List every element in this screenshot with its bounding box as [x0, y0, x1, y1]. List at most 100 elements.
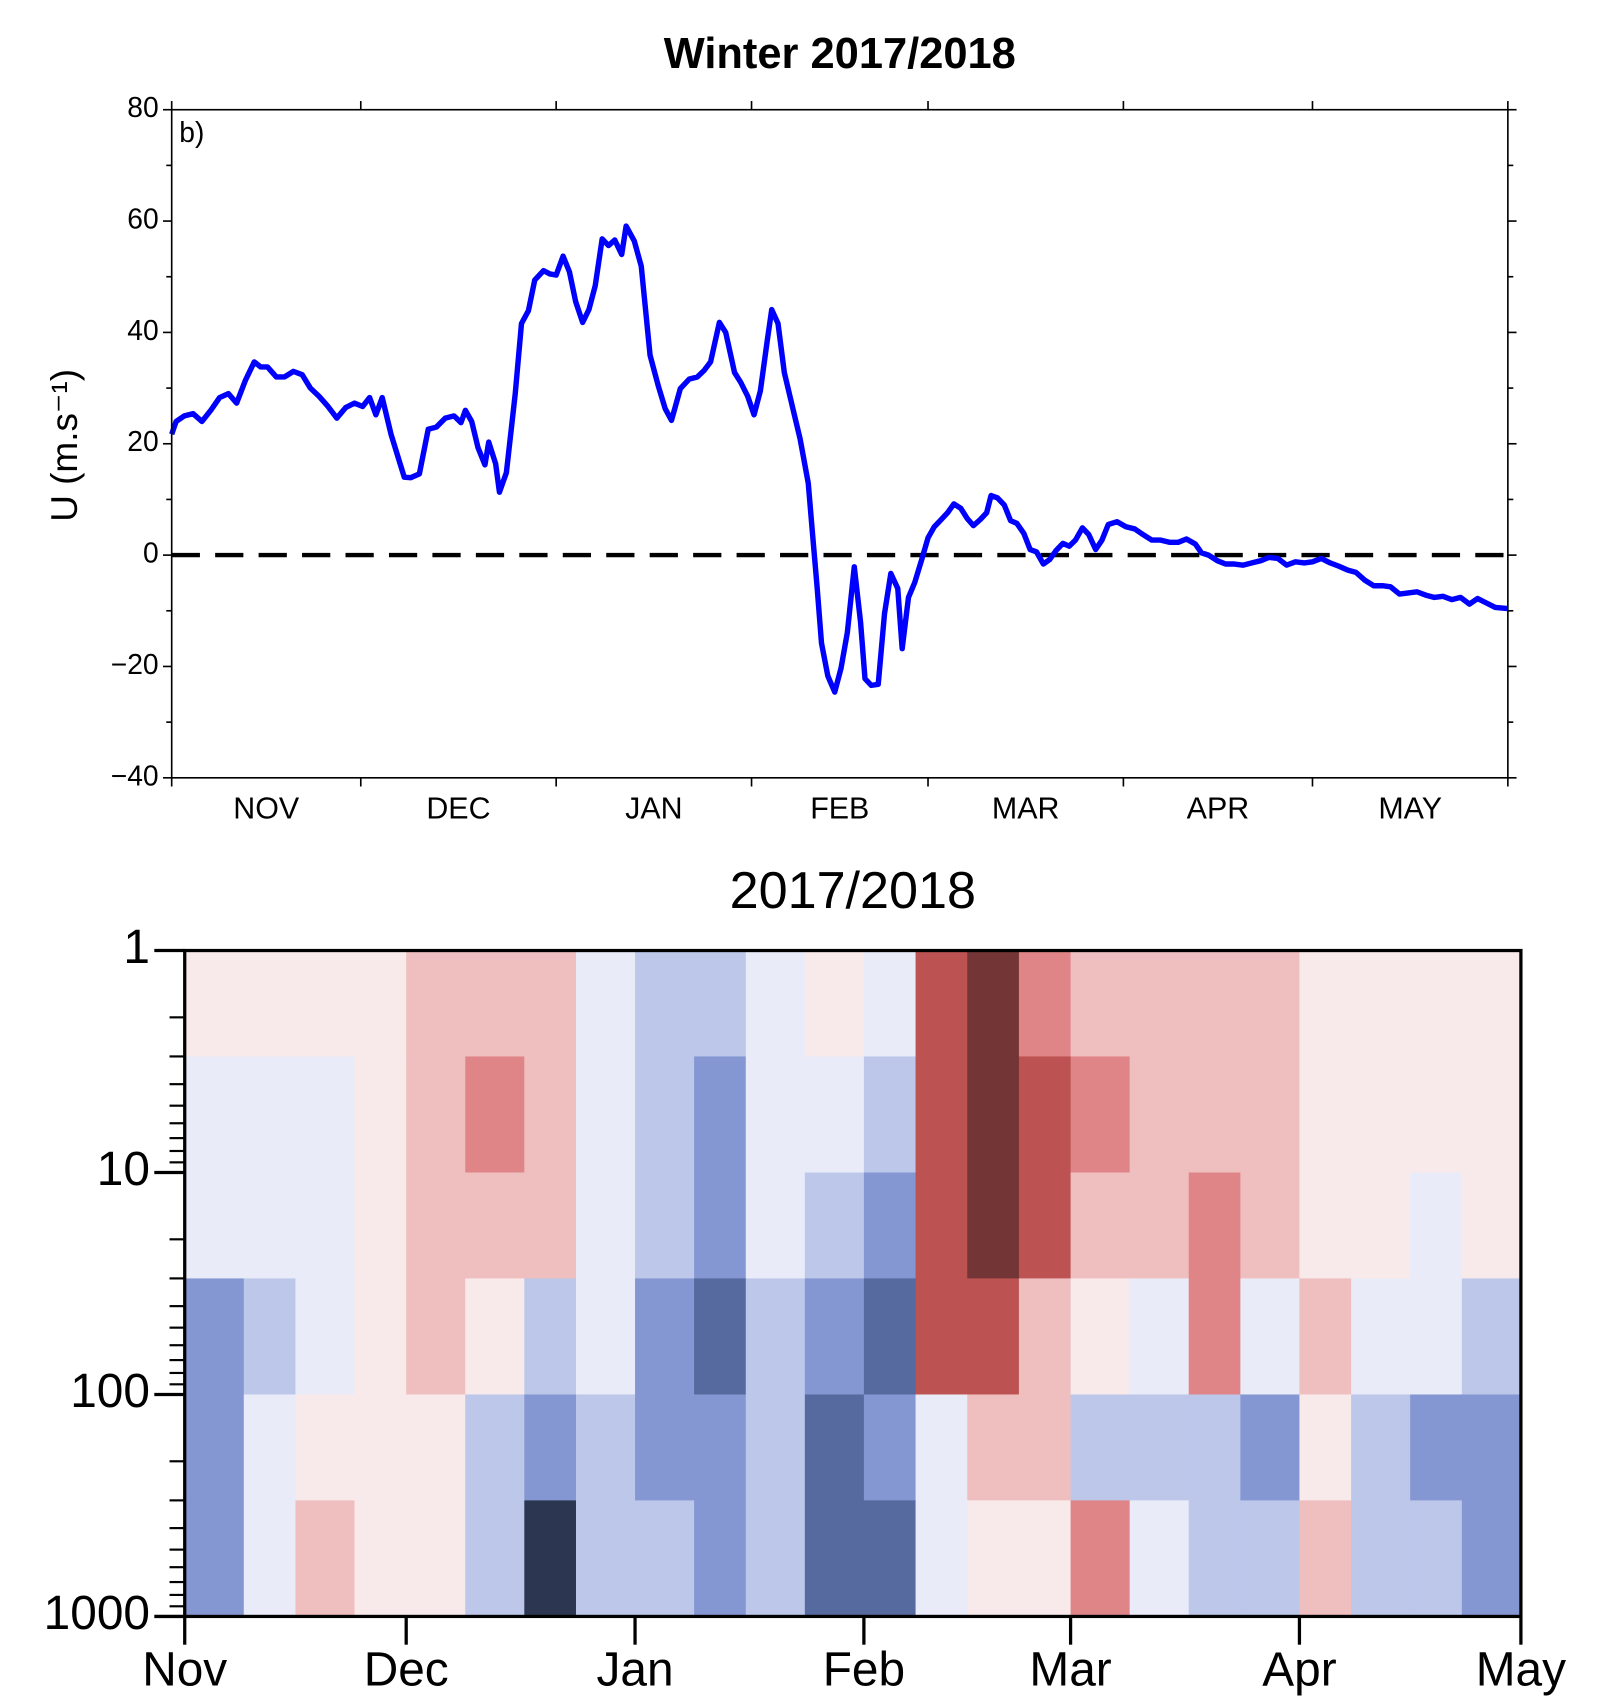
- contour-cell: [863, 1172, 917, 1279]
- contour-cell: [694, 1394, 747, 1501]
- contour-cell: [184, 1394, 245, 1501]
- contour-cell: [465, 1500, 525, 1617]
- contour-cell: [295, 950, 356, 1057]
- contour-cell: [575, 1278, 636, 1396]
- contour-cell: [465, 1278, 525, 1396]
- contour-cell: [575, 950, 636, 1057]
- x-tick-label: May: [1476, 1644, 1566, 1697]
- contour-cell: [915, 1172, 968, 1279]
- y-tick-label: 1000: [44, 1587, 150, 1640]
- contour-cell: [354, 950, 407, 1057]
- contour-cell: [1240, 1394, 1300, 1501]
- contour-cell: [863, 1278, 917, 1396]
- contour-cell: [1299, 1056, 1352, 1174]
- contour-cell: [804, 1278, 865, 1396]
- contour-cell: [1410, 1500, 1463, 1617]
- contour-cell: [915, 1278, 968, 1396]
- contour-cell: [184, 1500, 245, 1617]
- panel-label: b): [179, 116, 204, 148]
- contour-cell: [915, 1500, 968, 1617]
- contour-cell: [524, 1500, 577, 1617]
- contour-cell: [295, 1278, 356, 1396]
- contour-cell: [465, 950, 525, 1057]
- contour-cell: [1018, 1394, 1072, 1501]
- contour-cell: [1070, 1172, 1131, 1279]
- contour-cell: [465, 1056, 525, 1174]
- contour-cell: [1240, 1056, 1300, 1174]
- contour-cell: [915, 1056, 968, 1174]
- x-tick-label: DEC: [426, 791, 490, 825]
- contour-cell: [804, 1056, 865, 1174]
- contour-cell: [354, 1172, 407, 1279]
- x-tick-label: MAY: [1378, 791, 1442, 825]
- contour-cell: [635, 1278, 695, 1396]
- contour-cell: [1188, 1500, 1241, 1617]
- contour-cell: [524, 1278, 577, 1396]
- contour-cell: [745, 950, 806, 1057]
- contour-cell: [694, 1172, 747, 1279]
- contour-cell: [1018, 1500, 1072, 1617]
- contour-cell: [1351, 1500, 1411, 1617]
- contour-cell: [745, 1500, 806, 1617]
- contour-cell: [184, 1172, 245, 1279]
- contour-cell: [1129, 950, 1190, 1057]
- x-tick-label: Jan: [597, 1644, 674, 1697]
- contour-cell: [694, 950, 747, 1057]
- contour-cell: [354, 1394, 407, 1501]
- contour-cell: [1188, 950, 1241, 1057]
- contour-cell: [406, 1172, 466, 1279]
- contour-cell: [465, 1172, 525, 1279]
- x-tick-label: NOV: [233, 791, 300, 825]
- contour-cell: [804, 950, 865, 1057]
- contour-cell: [1240, 1278, 1300, 1396]
- contour-cell: [635, 1500, 695, 1617]
- contour-cell: [1351, 950, 1411, 1057]
- x-tick-label: Feb: [823, 1644, 905, 1697]
- contour-cell: [1351, 1056, 1411, 1174]
- x-tick-label: JAN: [625, 791, 682, 825]
- contour-cell: [1018, 1172, 1072, 1279]
- contour-cell: [243, 1500, 297, 1617]
- x-tick-label: FEB: [810, 791, 869, 825]
- x-tick-label: Nov: [142, 1644, 227, 1697]
- contour-cell: [243, 1394, 297, 1501]
- x-tick-label: Mar: [1029, 1644, 1111, 1697]
- contour-cell: [915, 950, 968, 1057]
- contour-cell: [295, 1172, 356, 1279]
- contour-cell: [243, 1056, 297, 1174]
- contour-cell: [1351, 1278, 1411, 1396]
- contour-cell: [1461, 1394, 1522, 1501]
- contour-cell: [1188, 1172, 1241, 1279]
- contour-cell: [1070, 1278, 1131, 1396]
- contour-cell: [863, 1394, 917, 1501]
- contour-cell: [243, 1278, 297, 1396]
- contour-cell: [406, 1500, 466, 1617]
- y-axis-label: U (m.s⁻¹): [44, 369, 85, 522]
- contour-cell: [967, 950, 1020, 1057]
- contour-cell: [295, 1394, 356, 1501]
- x-tick-label: APR: [1187, 791, 1250, 825]
- contour-cell: [1129, 1278, 1190, 1396]
- y-tick-label: 10: [97, 1143, 150, 1196]
- contour-cell: [745, 1056, 806, 1174]
- contour-cell: [967, 1278, 1020, 1396]
- contour-cell: [745, 1278, 806, 1396]
- contour-cell: [524, 1056, 577, 1174]
- contour-cell: [465, 1394, 525, 1501]
- contour-cell: [524, 1172, 577, 1279]
- contour-cell: [1240, 950, 1300, 1057]
- contour-cell: [575, 1172, 636, 1279]
- contour-cell: [1070, 950, 1131, 1057]
- contour-cell: [635, 950, 695, 1057]
- contour-cell: [1461, 1172, 1522, 1279]
- contour-cell: [1410, 950, 1463, 1057]
- plot-frame: [183, 948, 1523, 1619]
- contour-cell: [575, 1056, 636, 1174]
- contour-cell: [863, 1056, 917, 1174]
- contour-cell: [524, 1394, 577, 1501]
- chart-title: Winter 2017/2018: [664, 30, 1016, 78]
- contour-cell: [1018, 1056, 1072, 1174]
- contour-cell: [967, 1172, 1020, 1279]
- contour-cell: [967, 1500, 1020, 1617]
